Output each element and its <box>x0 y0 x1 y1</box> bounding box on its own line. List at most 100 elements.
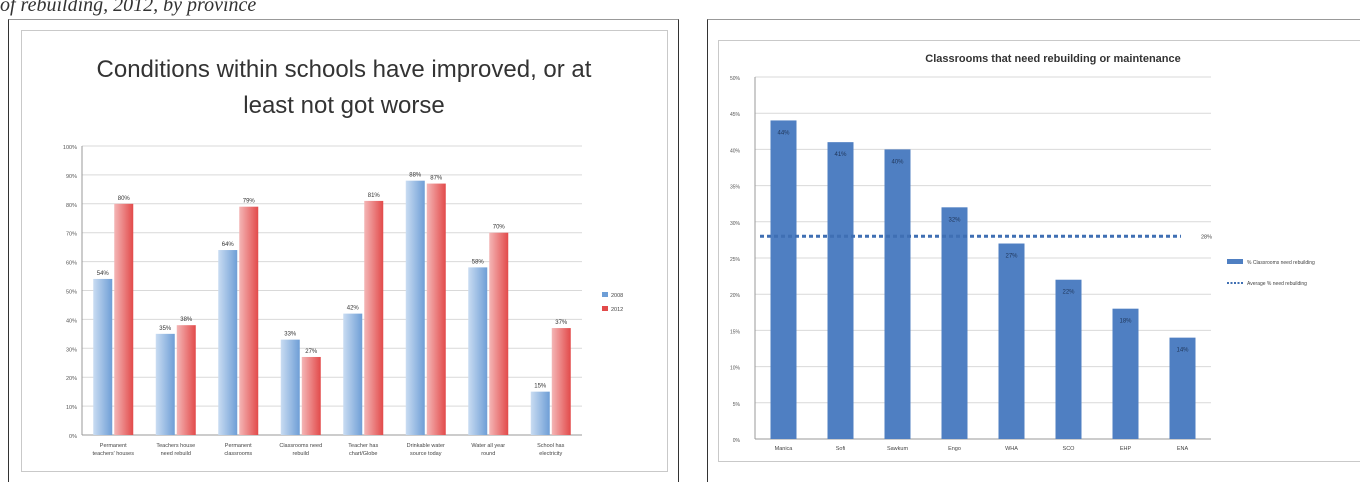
bar-2008 <box>405 180 425 435</box>
y-tick-label: 50% <box>66 290 77 296</box>
x-tick-label: chart/Globe <box>349 451 377 457</box>
bar-2008 <box>468 267 488 435</box>
x-tick-label: Water all year <box>471 443 505 449</box>
legend-label: 2008 <box>611 293 623 299</box>
y-tick-label: 35% <box>730 185 741 191</box>
bar-2008 <box>343 313 363 435</box>
bar <box>1169 337 1196 439</box>
data-label: 15% <box>534 384 547 390</box>
y-tick-label: 60% <box>66 261 77 267</box>
y-tick-label: 10% <box>730 366 741 372</box>
left-chart-panel: Conditions within schools have improved,… <box>8 19 679 482</box>
x-tick-label: Engo <box>948 446 961 452</box>
data-label: 81% <box>368 193 381 199</box>
x-tick-label: rebuild <box>292 451 309 457</box>
x-tick-label: teachers' houses <box>93 451 135 457</box>
y-tick-label: 25% <box>730 257 741 263</box>
x-tick-label: SCO <box>1063 446 1076 452</box>
data-label: 79% <box>243 199 256 205</box>
x-tick-label: Teacher has <box>348 443 378 449</box>
x-tick-label: School has <box>537 443 564 449</box>
bar <box>770 120 797 439</box>
y-tick-label: 100% <box>63 145 77 151</box>
y-tick-label: 20% <box>66 376 77 382</box>
x-tick-label: classrooms <box>224 451 252 457</box>
left-chart-title-line1: Conditions within schools have improved,… <box>97 56 592 83</box>
bar-2012 <box>239 206 259 435</box>
data-label: 38% <box>180 317 193 323</box>
bar <box>1112 308 1139 439</box>
legend-label: % Classrooms need rebuilding <box>1247 260 1315 266</box>
page-caption: of rebuilding, 2012, by province <box>0 0 257 16</box>
bar-2012 <box>114 203 134 435</box>
bar-2008 <box>155 333 175 435</box>
x-tick-label: Permanent <box>225 443 252 449</box>
data-label: 88% <box>409 173 422 179</box>
data-label: 18% <box>1119 319 1132 325</box>
bar-2008 <box>530 391 550 435</box>
bar-2012 <box>551 328 571 435</box>
data-label: 32% <box>948 217 961 223</box>
x-tick-label: round <box>481 451 495 457</box>
bar-2012 <box>364 200 384 435</box>
y-tick-label: 15% <box>730 329 741 335</box>
data-label: 42% <box>347 306 360 312</box>
x-tick-label: source today <box>410 451 442 457</box>
left-chart-frame: Conditions within schools have improved,… <box>21 30 668 472</box>
right-chart-panel: Classrooms that need rebuilding or maint… <box>707 19 1360 482</box>
data-label: 70% <box>493 225 506 231</box>
x-tick-label: ENA <box>1177 446 1189 452</box>
data-label: 44% <box>777 130 790 136</box>
data-label: 14% <box>1176 348 1189 354</box>
data-label: 22% <box>1062 290 1075 296</box>
bar <box>941 207 968 439</box>
x-tick-label: electricity <box>539 451 562 457</box>
data-label: 40% <box>891 159 904 165</box>
data-label: 58% <box>472 259 485 265</box>
x-tick-label: need rebuild <box>161 451 191 457</box>
y-tick-label: 30% <box>66 347 77 353</box>
right-chart-frame: Classrooms that need rebuilding or maint… <box>718 40 1360 462</box>
legend-swatch <box>602 306 608 311</box>
data-label: 33% <box>284 332 297 338</box>
data-label: 35% <box>159 326 172 332</box>
legend-swatch-bar <box>1227 259 1243 264</box>
data-label: 80% <box>118 196 131 202</box>
legend-label: Average % need rebuilding <box>1247 281 1307 287</box>
y-tick-label: 0% <box>69 434 77 440</box>
left-chart-title-line2: least not got worse <box>243 92 444 119</box>
bar-2012 <box>489 232 509 435</box>
x-tick-label: Teachers house <box>156 443 195 449</box>
bar <box>884 149 911 439</box>
legend-swatch <box>602 292 608 297</box>
bar-2012 <box>176 325 196 435</box>
legend-label: 2012 <box>611 307 623 313</box>
y-tick-label: 30% <box>730 221 741 227</box>
bar <box>998 243 1025 439</box>
right-chart-svg: Classrooms that need rebuilding or maint… <box>730 53 1315 452</box>
data-label: 37% <box>555 320 568 326</box>
y-tick-label: 80% <box>66 203 77 209</box>
right-chart-title: Classrooms that need rebuilding or maint… <box>925 53 1181 65</box>
data-label: 64% <box>222 242 235 248</box>
y-tick-label: 40% <box>730 148 741 154</box>
y-tick-label: 45% <box>730 112 741 118</box>
x-tick-label: Sawkum <box>887 446 909 452</box>
bar-2012 <box>301 356 321 435</box>
x-tick-label: Permanent <box>100 443 127 449</box>
x-tick-label: EHP <box>1120 446 1132 452</box>
y-tick-label: 50% <box>730 76 741 82</box>
left-chart-svg: Conditions within schools have improved,… <box>63 56 623 457</box>
average-label: 28% <box>1201 234 1212 240</box>
data-label: 54% <box>97 271 110 277</box>
data-label: 87% <box>430 176 443 182</box>
x-tick-label: Classrooms need <box>279 443 322 449</box>
data-label: 27% <box>1005 254 1018 260</box>
x-tick-label: Sofi <box>836 446 845 452</box>
x-tick-label: WHA <box>1005 446 1018 452</box>
y-tick-label: 70% <box>66 232 77 238</box>
data-label: 27% <box>305 349 318 355</box>
bar-2008 <box>218 250 238 435</box>
y-tick-label: 10% <box>66 405 77 411</box>
bar <box>1055 279 1082 439</box>
